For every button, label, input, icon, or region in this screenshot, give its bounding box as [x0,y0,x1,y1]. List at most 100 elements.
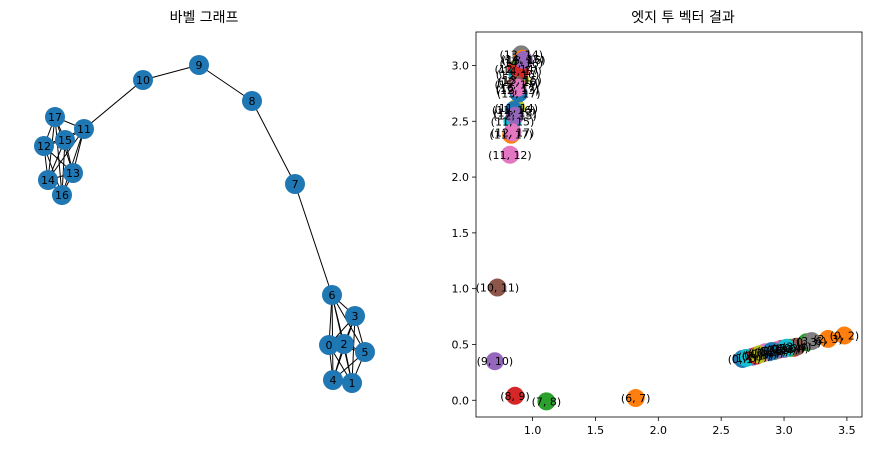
scatter-point [488,278,507,297]
scatter-point-label: (11, 12) [488,149,532,162]
scatter-point-label: (0, 2) [830,330,860,343]
scatter-point [485,352,504,371]
scatter-point-label: (2, 4) [776,342,806,355]
scatter-point-label: (2, 5) [742,350,772,363]
graph-node-label: 11 [77,123,91,136]
scatter-point-label: (10, 11) [476,282,520,295]
scatter-point [503,123,522,142]
graph-node-label: 15 [58,134,72,147]
scatter-point-label: (0, 1) [728,353,758,366]
y-tick-label: 0.0 [452,394,470,407]
graph-node-label: 16 [55,189,69,202]
graph-node [34,136,54,156]
graph-node [45,107,65,127]
scatter-point [819,329,838,348]
scatter-point-label: (14, 16) [499,57,543,70]
graph-node-label: 14 [41,174,55,187]
scatter-point-label: (13, 16) [496,68,540,81]
graph-node-label: 12 [37,140,51,153]
graph-node-label: 2 [341,338,348,351]
graph-node [355,342,375,362]
scatter-point-label: (11, 15) [491,115,535,128]
graph-node-label: 0 [326,339,333,352]
x-tick-label: 2.5 [712,424,730,437]
graph-node [345,306,365,326]
scatter-point [537,392,556,411]
graph-node-label: 9 [196,59,203,72]
scatter-point-label: (1, 6) [754,346,784,359]
x-tick-label: 3.0 [775,424,793,437]
scatter-point-label: (6, 7) [621,392,651,405]
scatter-point-label: (0, 4) [779,342,809,355]
scatter-point-label: (11, 16) [492,104,536,117]
scatter-point-label: (9, 10) [477,355,514,368]
y-tick-label: 2.5 [452,115,470,128]
graph-node [63,163,83,183]
scatter-point-label: (1, 4) [748,347,778,360]
scatter-point [835,326,854,345]
scatter-point [762,342,781,361]
scatter-point-label: (2, 3) [813,333,843,346]
graph-node-label: 10 [136,74,150,87]
scatter-point [777,338,796,357]
scatter-point-label: (12, 17) [491,126,535,139]
scatter-point-label: (7, 8) [532,395,562,408]
scatter-point-label: (11, 14) [494,102,538,115]
scatter-point-label: (15, 17) [494,78,538,91]
scatter-point-label: (11, 17) [489,129,533,142]
scatter-point-label: (12, 13) [496,84,540,97]
scatter-point-labels: (0, 1) (0, 2) (0, 3)(0, 4) (0, 5)(0, 6)(1, … [476,48,860,408]
scatter-point-label: (11, 13) [493,106,537,119]
y-tick-label: 3.0 [452,59,470,72]
graph-node [55,130,75,150]
x-axis-ticks: 1.0 1.5 2.0 2.5 3.0 3.5 [524,417,856,437]
graph-node-label: 5 [362,346,369,359]
graph-node [133,70,153,90]
graph-node-label: 1 [349,377,356,390]
scatter-point-label: (1, 3) [759,345,789,358]
scatter-point [500,145,519,164]
y-tick-label: 2.0 [452,171,470,184]
y-tick-label: 1.5 [452,227,470,240]
y-tick-label: 1.0 [452,283,470,296]
graph-node [334,334,354,354]
edge2vec-scatter-title: 엣지 투 벡터 결과 [631,10,735,26]
scatter-point-label: (14, 15) [501,53,545,66]
scatter-point [508,78,527,97]
graph-node [323,370,343,390]
scatter-point [505,386,524,405]
graph-node [189,55,209,75]
graph-edge [294,183,333,296]
scatter-point-label: (13, 15) [498,74,542,87]
scatter-point-label: (0, 3) [792,336,822,349]
graph-node [38,170,58,190]
graph-node-label: 8 [249,95,256,108]
y-tick-label: 0.5 [452,338,470,351]
x-tick-label: 3.5 [838,424,856,437]
scatter-point-label: (4, 6) [772,342,802,355]
scatter-point-label: (0, 6) [767,343,797,356]
scatter-point [802,332,821,351]
scatter-point-label: (12, 16) [497,76,541,89]
scatter-point-label: (12, 14) [494,63,538,76]
graph-edge [251,100,296,185]
graph-node [74,119,94,139]
scatter-point-label: (0, 5) [738,351,768,364]
scatter-point-label: (8, 9) [500,390,530,403]
graph-edge [83,79,144,130]
edge2vec-scatter-panel: 엣지 투 벡터 결과 1.0 1.5 2.0 2.5 3.0 3.5 0.0 0.5 1.0 1… [452,10,863,437]
scatter-point-label: (16, 17) [496,82,540,95]
scatter-point [514,50,533,69]
y-axis-ticks: 0.0 0.5 1.0 1.5 2.0 2.5 3.0 [452,59,476,407]
scatter-point-label: (13, 14) [499,48,543,61]
scatter-point-label: (3, 6) [797,335,827,348]
scatter-point-label: (13, 17) [497,87,541,100]
scatter-point-label: (14, 17) [498,65,542,78]
graph-node [285,174,305,194]
graph-node-label: 4 [330,374,337,387]
x-tick-label: 2.0 [650,424,668,437]
graph-node-label: 13 [66,167,80,180]
scatter-axes-frame [475,31,863,418]
